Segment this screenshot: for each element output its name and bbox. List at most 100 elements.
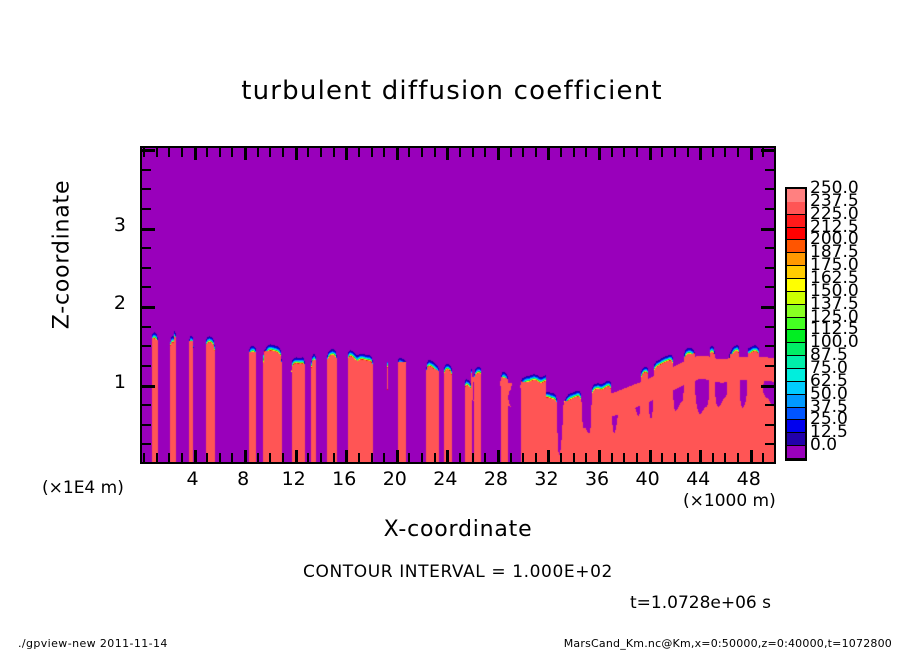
x-tick-label: 20 — [382, 468, 407, 490]
colorbar-swatch — [787, 369, 805, 382]
plot-area — [140, 146, 776, 464]
tick-mark — [231, 453, 234, 462]
tick-mark — [433, 453, 436, 462]
tick-mark — [142, 168, 151, 171]
colorbar-swatch — [787, 343, 805, 357]
tick-mark — [560, 148, 563, 157]
tick-mark — [598, 450, 602, 462]
colorbar-tick-label: 25.0 — [810, 409, 848, 430]
tick-mark — [142, 463, 151, 464]
tick-mark — [421, 453, 424, 462]
tick-mark — [282, 148, 285, 157]
colorbar-swatch — [787, 227, 805, 241]
tick-mark — [471, 453, 474, 462]
colorbar-tick-label: 137.5 — [810, 293, 859, 314]
tick-mark — [471, 148, 474, 157]
x-tick-label: 36 — [584, 468, 610, 490]
tick-mark — [610, 453, 613, 462]
tick-mark — [269, 148, 272, 157]
tick-mark — [319, 148, 322, 157]
colorbar-swatch — [787, 189, 805, 202]
x-tick-label: 32 — [534, 468, 559, 490]
tick-mark — [206, 453, 209, 462]
tick-mark — [635, 453, 638, 462]
x-tick-label: 24 — [433, 468, 458, 490]
colorbar-swatch — [787, 433, 805, 447]
y-axis-title: Z-coordinate — [49, 179, 75, 330]
colorbar-tick-label: 187.5 — [810, 242, 859, 263]
tick-mark — [143, 453, 145, 462]
tick-mark — [155, 148, 158, 157]
footer-dataset: MarsCand_Km.nc@Km,x=0:50000,z=0:40000,t=… — [563, 637, 892, 650]
tick-mark — [370, 453, 373, 462]
tick-mark — [765, 266, 774, 269]
colorbar-swatch — [787, 279, 805, 292]
tick-mark — [711, 453, 714, 462]
y-tick-label: 2 — [113, 292, 126, 314]
colorbar-tick-label: 162.5 — [810, 268, 859, 288]
tick-mark — [459, 453, 461, 462]
tick-mark — [244, 148, 248, 160]
tick-mark — [765, 168, 774, 171]
tick-mark — [332, 148, 335, 157]
tick-mark — [610, 148, 613, 157]
tick-mark — [345, 148, 349, 160]
tick-mark — [218, 453, 221, 462]
colorbar-tick-label: 150.0 — [810, 280, 859, 301]
colorbar-tick-label: 75.0 — [810, 358, 848, 378]
tick-mark — [142, 364, 151, 367]
tick-mark — [699, 148, 703, 160]
tick-mark — [572, 148, 575, 157]
tick-mark — [598, 148, 602, 160]
colorbar-tick-label: 175.0 — [810, 255, 859, 276]
x-tick-label: 44 — [686, 468, 711, 490]
tick-mark — [686, 148, 689, 157]
colorbar-tick-label: 37.5 — [810, 396, 848, 417]
tick-mark — [749, 450, 753, 462]
tick-mark — [496, 148, 500, 160]
tick-mark — [142, 345, 151, 348]
tick-mark — [307, 148, 310, 157]
tick-mark — [635, 148, 638, 157]
tick-mark — [142, 306, 155, 309]
tick-mark — [724, 453, 727, 462]
x-tick-label: 40 — [635, 468, 660, 490]
tick-mark — [294, 450, 298, 462]
tick-mark — [294, 148, 298, 160]
footer-command: ./gpview-new 2011-11-14 — [18, 637, 168, 650]
tick-mark — [433, 148, 436, 157]
y-axis-unit-label: (×1E4 m) — [42, 478, 124, 498]
colorbar-swatch — [787, 356, 805, 369]
colorbar-swatch — [787, 407, 805, 421]
tick-mark — [218, 148, 221, 157]
tick-mark — [775, 148, 776, 157]
tick-mark — [446, 148, 450, 160]
tick-mark — [408, 148, 411, 157]
tick-mark — [395, 450, 399, 462]
colorbar-swatch — [787, 253, 805, 267]
tick-mark — [193, 148, 197, 160]
tick-mark — [765, 345, 774, 348]
tick-mark — [534, 148, 537, 157]
x-axis-unit-label: (×1000 m) — [683, 491, 776, 511]
tick-mark — [459, 148, 461, 157]
tick-mark — [395, 148, 399, 160]
tick-mark — [142, 423, 151, 426]
tick-mark — [547, 450, 551, 462]
tick-mark — [761, 149, 774, 152]
tick-mark — [765, 423, 774, 426]
tick-mark — [143, 148, 145, 157]
colorbar-tick-label: 125.0 — [810, 306, 859, 327]
tick-mark — [765, 325, 774, 328]
contour-interval-annotation: CONTOUR INTERVAL = 1.000E+02 — [303, 562, 613, 582]
tick-mark — [648, 450, 652, 462]
tick-mark — [673, 148, 676, 157]
tick-mark — [408, 453, 411, 462]
colorbar — [785, 187, 807, 461]
tick-mark — [282, 453, 285, 462]
tick-mark — [775, 453, 776, 462]
colorbar-swatch — [787, 214, 805, 228]
tick-mark — [711, 148, 714, 157]
colorbar-tick-label: 62.5 — [810, 370, 848, 391]
colorbar-tick-label: 112.5 — [810, 319, 859, 340]
